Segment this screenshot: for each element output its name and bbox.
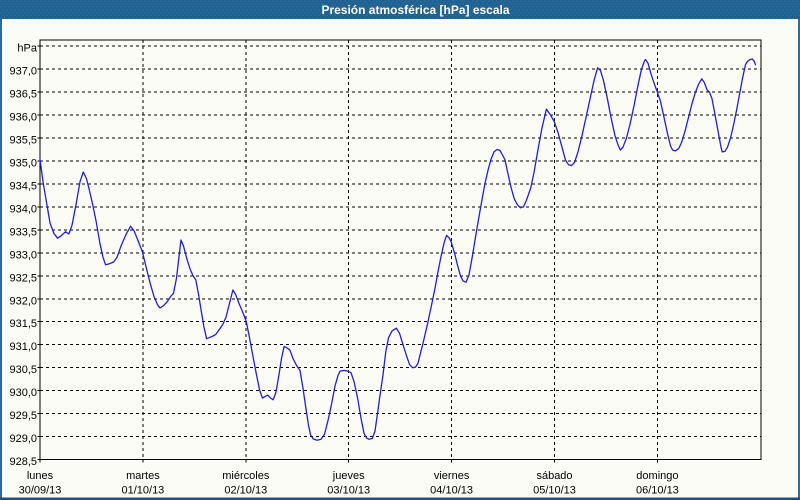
- svg-text:931,5: 931,5: [9, 318, 37, 330]
- svg-text:929,5: 929,5: [9, 410, 37, 422]
- svg-text:933,5: 933,5: [9, 226, 37, 238]
- svg-text:930,0: 930,0: [9, 387, 37, 399]
- svg-text:932,0: 932,0: [9, 295, 37, 307]
- svg-text:30/09/13: 30/09/13: [19, 485, 62, 497]
- svg-text:937,0: 937,0: [9, 66, 37, 78]
- svg-text:931,0: 931,0: [9, 341, 37, 353]
- svg-text:935,0: 935,0: [9, 158, 37, 170]
- svg-text:Presión atmosférica [hPa] esca: Presión atmosférica [hPa] escala: [321, 3, 509, 17]
- svg-text:viernes: viernes: [434, 470, 470, 482]
- svg-text:lunes: lunes: [27, 470, 54, 482]
- svg-text:930,5: 930,5: [9, 364, 37, 376]
- svg-text:01/10/13: 01/10/13: [121, 485, 164, 497]
- svg-text:928,5: 928,5: [9, 456, 37, 468]
- svg-text:929,0: 929,0: [9, 433, 37, 445]
- svg-text:933,0: 933,0: [9, 249, 37, 261]
- svg-text:jueves: jueves: [332, 470, 365, 482]
- svg-text:934,0: 934,0: [9, 203, 37, 215]
- svg-text:domingo: domingo: [636, 470, 678, 482]
- svg-text:hPa: hPa: [17, 43, 37, 55]
- svg-text:932,5: 932,5: [9, 272, 37, 284]
- svg-text:sábado: sábado: [536, 470, 572, 482]
- svg-text:05/10/13: 05/10/13: [533, 485, 576, 497]
- svg-text:935,5: 935,5: [9, 135, 37, 147]
- svg-text:06/10/13: 06/10/13: [636, 485, 679, 497]
- svg-text:martes: martes: [126, 470, 160, 482]
- svg-text:936,5: 936,5: [9, 89, 37, 101]
- svg-text:02/10/13: 02/10/13: [224, 485, 267, 497]
- svg-text:miércoles: miércoles: [222, 470, 270, 482]
- svg-text:936,0: 936,0: [9, 112, 37, 124]
- svg-text:934,5: 934,5: [9, 180, 37, 192]
- svg-text:03/10/13: 03/10/13: [327, 485, 370, 497]
- svg-text:04/10/13: 04/10/13: [430, 485, 473, 497]
